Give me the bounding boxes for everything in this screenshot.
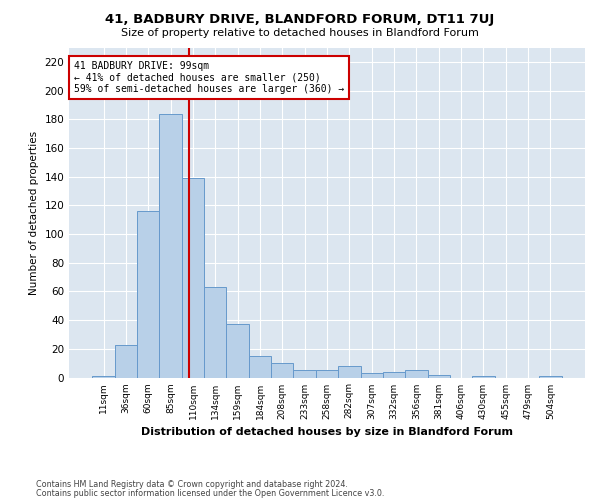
Bar [361,373,383,378]
Bar [405,370,428,378]
Text: 41, BADBURY DRIVE, BLANDFORD FORUM, DT11 7UJ: 41, BADBURY DRIVE, BLANDFORD FORUM, DT11… [106,12,494,26]
Bar [338,366,361,378]
Bar [271,363,293,378]
Bar [316,370,338,378]
Bar [293,370,316,378]
Bar [472,376,494,378]
Bar [137,211,160,378]
Bar [204,287,226,378]
Bar [182,178,204,378]
Y-axis label: Number of detached properties: Number of detached properties [29,130,39,294]
Bar [160,114,182,378]
Bar [428,374,450,378]
Bar [383,372,405,378]
Bar [249,356,271,378]
Bar [226,324,249,378]
Text: 41 BADBURY DRIVE: 99sqm
← 41% of detached houses are smaller (250)
59% of semi-d: 41 BADBURY DRIVE: 99sqm ← 41% of detache… [74,60,344,94]
Text: Size of property relative to detached houses in Blandford Forum: Size of property relative to detached ho… [121,28,479,38]
X-axis label: Distribution of detached houses by size in Blandford Forum: Distribution of detached houses by size … [141,427,513,437]
Bar [539,376,562,378]
Bar [92,376,115,378]
Text: Contains public sector information licensed under the Open Government Licence v3: Contains public sector information licen… [36,490,385,498]
Bar [115,344,137,378]
Text: Contains HM Land Registry data © Crown copyright and database right 2024.: Contains HM Land Registry data © Crown c… [36,480,348,489]
